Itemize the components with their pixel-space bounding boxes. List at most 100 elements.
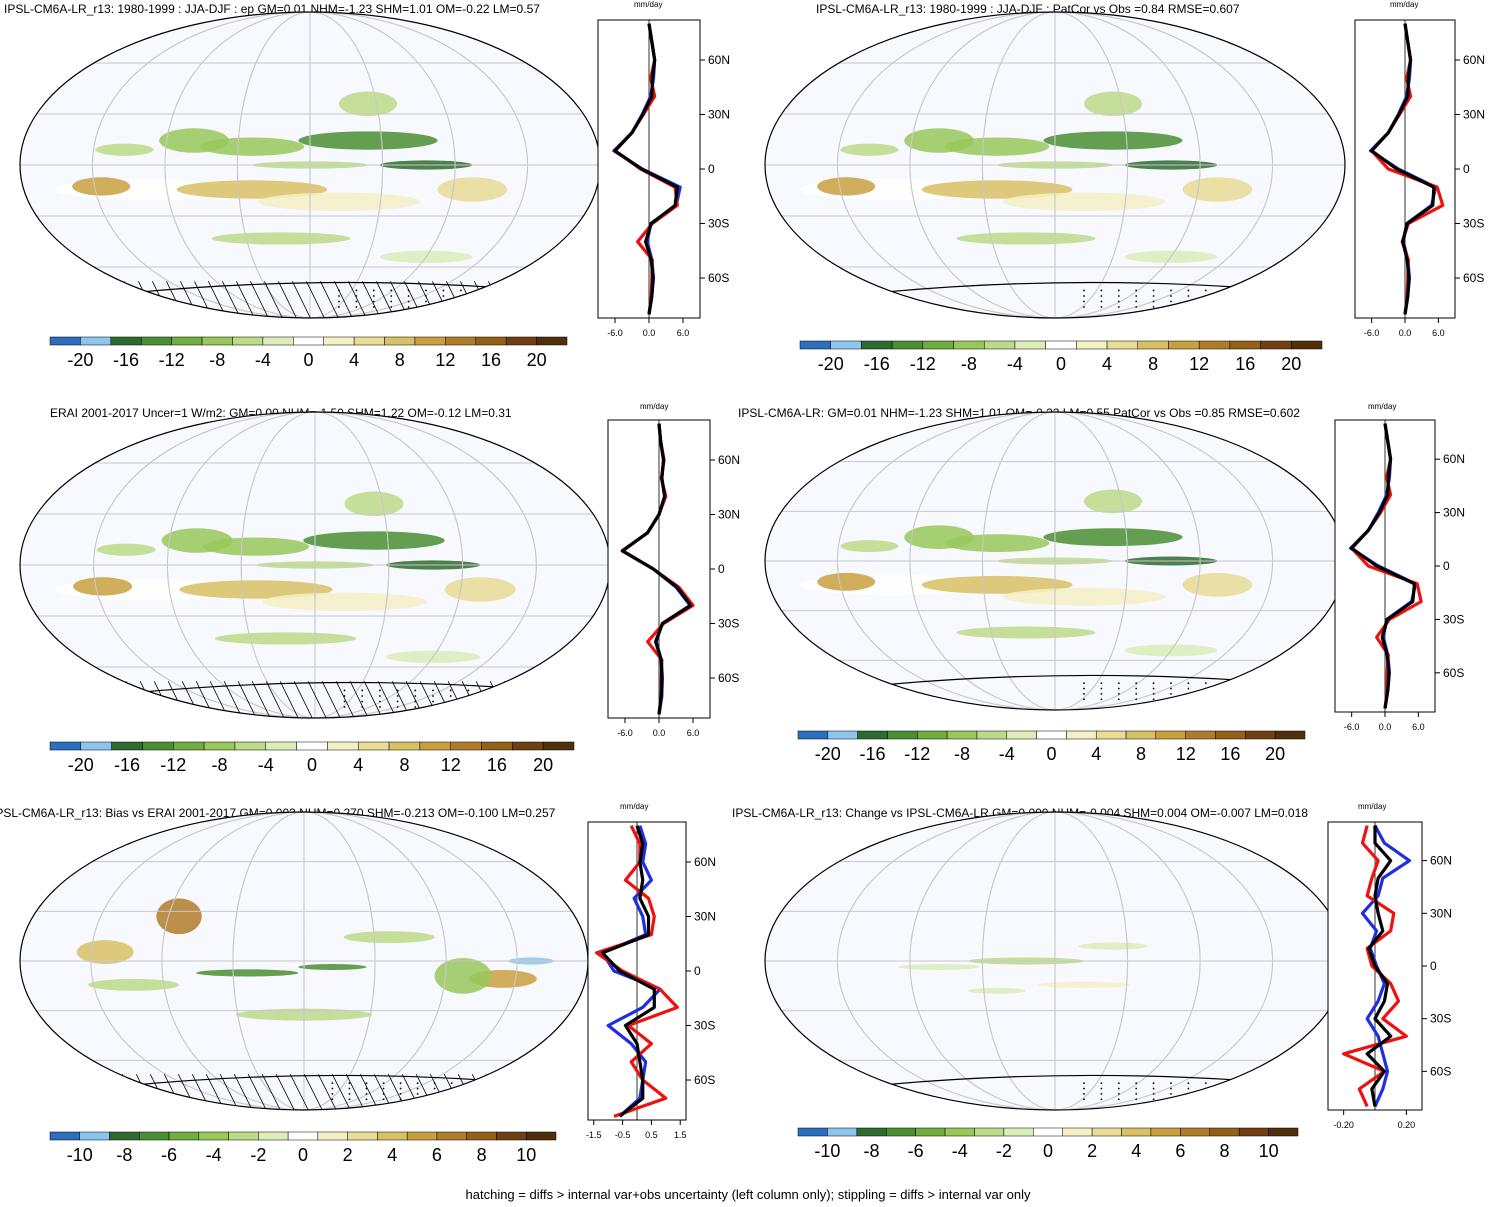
- stipple-dot: [1117, 682, 1120, 685]
- stipple-dot: [1152, 1098, 1155, 1101]
- stipple-dot: [442, 289, 445, 292]
- lat-tick-label: 0: [708, 162, 715, 176]
- colorbar-tick-label: -6: [907, 1141, 924, 1161]
- stipple-dot: [450, 1098, 453, 1101]
- precip-anomaly-region: [298, 963, 367, 970]
- hatch-line: [363, 681, 383, 718]
- colorbar-tick-label: -10: [66, 1145, 93, 1165]
- stipple-dot: [361, 700, 364, 703]
- colorbar-swatch: [887, 730, 918, 740]
- colorbar-tick-label: -8: [960, 354, 977, 374]
- stipple-dot: [467, 706, 470, 708]
- x-tick-label: 0.0: [653, 728, 666, 738]
- precip-anomaly-region: [444, 577, 516, 602]
- precip-anomaly-region: [88, 978, 180, 991]
- precip-anomaly-region: [179, 580, 333, 599]
- stipple-dot: [1204, 289, 1207, 292]
- colorbar-swatch: [171, 336, 203, 346]
- colorbar-tick-label: -16: [863, 354, 890, 374]
- lat-tick-label: 60N: [1463, 53, 1485, 67]
- stipple-dot: [1170, 1098, 1172, 1101]
- colorbar-tick-label: 2: [1087, 1141, 1098, 1161]
- colorbar-swatch: [466, 1131, 497, 1141]
- colorbar-tick-label: -10: [814, 1141, 841, 1161]
- colorbar-swatch: [1238, 1127, 1269, 1137]
- colorbar-swatch: [856, 1127, 887, 1137]
- colorbar-swatch: [1209, 1127, 1240, 1137]
- lon-gridline: [909, 412, 1201, 710]
- precip-anomaly-region: [1043, 528, 1183, 547]
- colorbar-swatch: [1003, 1127, 1034, 1137]
- hatch-line: [219, 1074, 239, 1110]
- hatch-line: [292, 281, 311, 318]
- precip-anomaly-region: [904, 128, 974, 153]
- model-series-line: [600, 825, 662, 1118]
- hatch-line: [223, 681, 243, 718]
- colorbar-tick-label: 12: [1189, 354, 1210, 374]
- stipple-dot: [1117, 300, 1120, 303]
- stipple-dot: [1152, 306, 1155, 308]
- stipple-dot: [1117, 295, 1120, 297]
- stipple-dot: [485, 706, 487, 708]
- lat-tick-label: 0: [1443, 559, 1450, 573]
- stipple-dot: [361, 706, 364, 708]
- stipple-dot: [1100, 300, 1103, 303]
- stipple-dot: [338, 289, 340, 292]
- precip-anomaly-region: [1002, 192, 1166, 211]
- stipple-dot: [459, 289, 462, 292]
- colorbar-swatch: [109, 1131, 140, 1141]
- x-tick-label: -0.5: [615, 1130, 631, 1140]
- antarctica-coast: [869, 674, 1241, 687]
- mean-series-line: [621, 423, 693, 715]
- stipple-dot: [1170, 1087, 1172, 1090]
- x-tick-label: -0.20: [1333, 1120, 1354, 1130]
- stipple-dot: [1083, 698, 1085, 701]
- lat-tick-label: 0: [1463, 162, 1470, 176]
- stipple-dot: [432, 700, 434, 703]
- colorbar-swatch: [406, 1131, 438, 1141]
- stipple-dot: [450, 1082, 453, 1085]
- stipple-dot: [1100, 306, 1103, 308]
- colorbar-swatch: [1215, 730, 1246, 740]
- stipple-dot: [1152, 300, 1155, 303]
- stipple-dot: [1083, 1087, 1085, 1090]
- stipple-dot: [1135, 300, 1138, 303]
- stipple-dot: [1083, 1098, 1085, 1101]
- colorbar-swatch: [201, 336, 233, 346]
- stipple-dot: [442, 295, 445, 297]
- stipple-dot: [494, 300, 497, 303]
- stipple-dot: [1222, 1093, 1225, 1095]
- antarctica-coast: [126, 681, 504, 695]
- hatch-line: [502, 281, 521, 318]
- stipple-dot: [396, 706, 399, 708]
- lat-tick-label: 0: [1430, 959, 1437, 973]
- hatch-line: [264, 281, 283, 318]
- colorbar-swatch: [946, 730, 978, 740]
- precip-anomaly-region: [1078, 942, 1148, 950]
- colorbar-swatch: [1076, 340, 1108, 350]
- panel-title: IPSL-CM6A-LR_r13: 1980-1999 : JJA-DJF : …: [816, 2, 1240, 16]
- stipple-dot: [338, 295, 340, 297]
- stipple-dot: [348, 1082, 351, 1085]
- stipple-dot: [331, 1098, 334, 1101]
- zonal-profile-2: 60N 30N 0 30S 60S -6.0 0.0 6.0: [1354, 19, 1485, 338]
- stipple-dot: [1170, 693, 1172, 695]
- hatch-line: [317, 1074, 337, 1110]
- precip-anomaly-region: [196, 969, 299, 977]
- stipple-dot: [416, 1098, 419, 1101]
- stipple-dot: [396, 689, 399, 692]
- stipple-dot: [348, 1087, 351, 1090]
- hatch-line: [335, 681, 355, 718]
- colorbar-tick-label: 20: [1265, 744, 1286, 764]
- precip-anomaly-region: [95, 143, 154, 156]
- lat-tick-label: 30S: [1463, 217, 1484, 231]
- map-panel-1: [19, 11, 601, 319]
- stipple-dot: [432, 706, 434, 708]
- lat-tick-label: 30S: [1430, 1012, 1451, 1026]
- hatch-line: [261, 1074, 281, 1110]
- stipple-dot: [433, 1098, 436, 1101]
- x-tick-label: -6.0: [1344, 722, 1360, 732]
- unit-label: mm/day: [640, 402, 669, 411]
- colorbar-swatch: [414, 336, 446, 346]
